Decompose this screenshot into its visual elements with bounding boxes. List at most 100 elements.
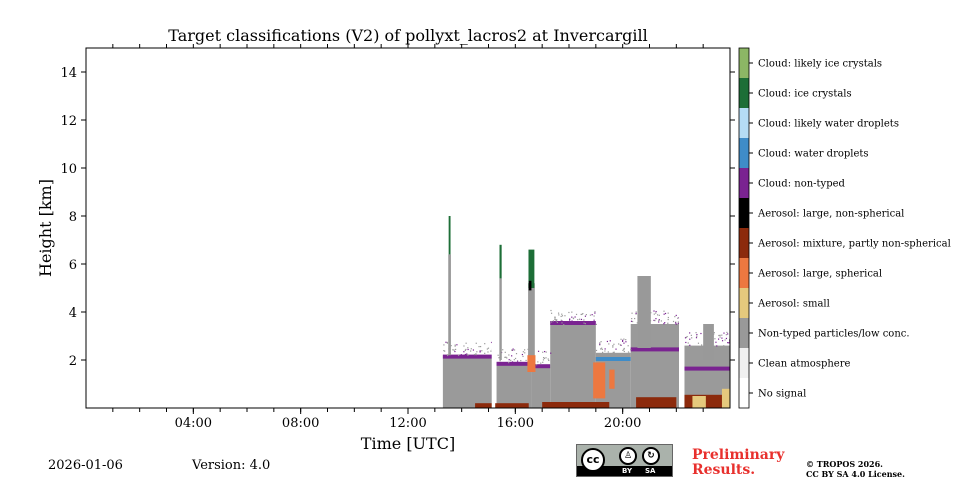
speckle-pixel	[537, 350, 540, 352]
colorbar-label: Non-typed particles/low conc.	[758, 329, 910, 340]
speckle-pixel	[612, 346, 614, 348]
person-icon: ♙	[619, 447, 637, 465]
colorbar-label: Cloud: water droplets	[758, 149, 869, 160]
speckle-pixel	[689, 345, 691, 347]
speckle-pixel	[524, 352, 526, 354]
speckle-pixel	[631, 317, 633, 320]
speckle-pixel	[525, 359, 527, 362]
colorbar-label: Clean atmosphere	[758, 359, 851, 370]
speckle-pixel	[568, 311, 570, 314]
speckle-pixel	[689, 332, 691, 334]
speckle-pixel	[623, 350, 625, 353]
colorbar-cell	[739, 108, 749, 138]
colorbar-cell	[739, 378, 749, 408]
speckle-pixel	[514, 357, 517, 360]
colorbar-label: Cloud: likely water droplets	[758, 119, 899, 130]
colorbar-label: No signal	[758, 389, 806, 400]
cloud-column	[448, 254, 451, 356]
particle-layer	[496, 362, 532, 408]
speckle-pixel	[689, 338, 691, 340]
speckle-pixel	[594, 312, 596, 314]
cloud-column	[448, 216, 451, 255]
data-gap	[491, 312, 496, 408]
speckle-pixel	[464, 353, 466, 356]
colorbar-label: Aerosol: mixture, partly non-spherical	[757, 239, 951, 250]
preliminary-line-2: Results.	[692, 462, 756, 478]
surface-aerosol-layer	[721, 388, 730, 408]
speckle-pixel	[653, 310, 655, 312]
speckle-pixel	[625, 341, 627, 343]
speckle-pixel	[465, 348, 467, 351]
speckle-pixel	[464, 349, 466, 351]
speckle-pixel	[623, 338, 625, 340]
speckle-pixel	[636, 322, 638, 324]
speckle-pixel	[522, 355, 524, 358]
speckle-pixel	[635, 312, 637, 314]
cloud-column	[528, 283, 535, 365]
speckle-pixel	[457, 354, 460, 356]
speckle-pixel	[475, 354, 477, 356]
speckle-pixel	[653, 319, 655, 321]
colorbar-label: Aerosol: large, spherical	[757, 269, 882, 280]
speckle-pixel	[555, 320, 557, 322]
x-axis-label: Time [UTC]	[361, 434, 455, 453]
y-tick-label: 14	[60, 66, 77, 81]
speckle-pixel	[600, 341, 602, 343]
speckle-pixel	[445, 341, 447, 343]
share-alike-icon: ↻	[642, 447, 660, 465]
speckle-pixel	[443, 350, 445, 352]
speckle-pixel	[556, 321, 558, 324]
cloud-column	[703, 324, 714, 360]
speckle-pixel	[593, 315, 595, 317]
speckle-pixel	[721, 334, 723, 336]
cc-sa-label: SA	[645, 467, 656, 475]
speckle-pixel	[599, 342, 601, 344]
speckle-pixel	[499, 360, 501, 362]
speckle-pixel	[618, 343, 620, 345]
speckle-pixel	[600, 348, 602, 350]
speckle-pixel	[635, 313, 637, 315]
speckle-pixel	[560, 315, 562, 318]
speckle-pixel	[486, 348, 488, 350]
speckle-pixel	[658, 314, 660, 316]
speckle-pixel	[687, 345, 689, 347]
speckle-pixel	[664, 322, 666, 324]
speckle-pixel	[674, 316, 676, 318]
speckle-pixel	[686, 335, 688, 338]
speckle-pixel	[658, 321, 660, 323]
speckle-pixel	[675, 321, 677, 323]
speckle-pixel	[470, 348, 472, 350]
speckle-pixel	[536, 364, 538, 366]
speckle-pixel	[542, 351, 544, 353]
footer-version: Version: 4.0	[192, 458, 271, 473]
speckle-pixel	[548, 359, 550, 362]
speckle-pixel	[696, 335, 698, 337]
speckle-pixel	[655, 318, 657, 320]
speckle-pixel	[714, 338, 716, 340]
speckle-pixel	[718, 334, 720, 337]
speckle-pixel	[552, 320, 555, 322]
speckle-pixel	[608, 343, 610, 345]
speckle-pixel	[685, 341, 687, 344]
x-tick-label: 16:00	[497, 416, 534, 431]
speckle-pixel	[674, 322, 677, 324]
speckle-pixel	[569, 318, 571, 320]
speckle-pixel	[453, 349, 455, 351]
speckle-pixel	[715, 341, 717, 343]
speckle-pixel	[583, 319, 585, 321]
speckle-pixel	[537, 361, 539, 363]
colorbar-cell	[739, 318, 749, 348]
speckle-pixel	[689, 344, 691, 346]
speckle-pixel	[484, 352, 486, 354]
speckle-pixel	[591, 314, 593, 316]
speckle-pixel	[609, 340, 611, 342]
speckle-pixel	[631, 312, 633, 314]
aerosol-plume	[593, 362, 606, 399]
surface-aerosol-layer	[636, 397, 677, 408]
cloud-column	[637, 276, 651, 348]
copyright-notice: © TROPOS 2026. CC BY SA 4.0 License.	[806, 459, 905, 479]
speckle-pixel	[478, 345, 480, 348]
speckle-pixel	[560, 319, 562, 321]
colorbar-label: Aerosol: small	[757, 299, 830, 310]
colorbar-cell	[739, 228, 749, 258]
